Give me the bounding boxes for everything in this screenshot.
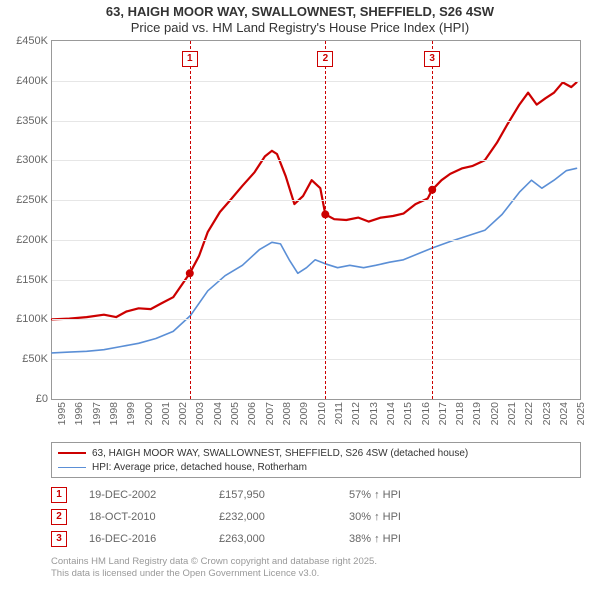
gridline [52, 200, 580, 201]
x-tick-label: 2016 [420, 402, 432, 425]
transaction-row: 2 18-OCT-2010 £232,000 30% ↑ HPI [51, 506, 581, 528]
x-tick-label: 1995 [56, 402, 68, 425]
gridline [52, 160, 580, 161]
x-tick-label: 2007 [264, 402, 276, 425]
y-tick-label: £200K [0, 234, 48, 246]
transactions-table: 1 19-DEC-2002 £157,950 57% ↑ HPI 2 18-OC… [51, 484, 581, 550]
x-tick-label: 2001 [160, 402, 172, 425]
x-tick-label: 2023 [541, 402, 553, 425]
legend-label-property: 63, HAIGH MOOR WAY, SWALLOWNEST, SHEFFIE… [92, 448, 468, 459]
marker-badge-1: 1 [182, 51, 198, 67]
legend-swatch-hpi [58, 467, 86, 468]
y-tick-label: £350K [0, 115, 48, 127]
footer-line2: This data is licensed under the Open Gov… [51, 568, 581, 580]
x-tick-label: 2002 [177, 402, 189, 425]
transaction-row: 1 19-DEC-2002 £157,950 57% ↑ HPI [51, 484, 581, 506]
transaction-date: 18-OCT-2010 [89, 511, 219, 523]
x-tick-label: 2003 [194, 402, 206, 425]
transaction-price: £232,000 [219, 511, 349, 523]
x-tick-label: 2017 [437, 402, 449, 425]
figure-container: 63, HAIGH MOOR WAY, SWALLOWNEST, SHEFFIE… [0, 0, 600, 590]
x-tick-label: 2015 [402, 402, 414, 425]
x-tick-label: 2022 [523, 402, 535, 425]
legend-label-hpi: HPI: Average price, detached house, Roth… [92, 462, 307, 473]
y-tick-label: £450K [0, 35, 48, 47]
x-tick-label: 2012 [350, 402, 362, 425]
transaction-row: 3 16-DEC-2016 £263,000 38% ↑ HPI [51, 528, 581, 550]
marker-badge-2: 2 [317, 51, 333, 67]
transaction-date: 19-DEC-2002 [89, 489, 219, 501]
y-tick-label: £150K [0, 274, 48, 286]
transaction-badge: 2 [51, 509, 67, 525]
legend-swatch-property [58, 452, 86, 454]
x-tick-label: 2018 [454, 402, 466, 425]
y-tick-label: £300K [0, 154, 48, 166]
marker-badge-3: 3 [424, 51, 440, 67]
x-tick-label: 2006 [246, 402, 258, 425]
transaction-badge: 3 [51, 531, 67, 547]
footer-attribution: Contains HM Land Registry data © Crown c… [51, 556, 581, 580]
marker-line-2 [325, 41, 326, 399]
transaction-price: £157,950 [219, 489, 349, 501]
transaction-badge: 1 [51, 487, 67, 503]
y-tick-label: £100K [0, 313, 48, 325]
x-tick-label: 2000 [143, 402, 155, 425]
chart-title-line1: 63, HAIGH MOOR WAY, SWALLOWNEST, SHEFFIE… [0, 4, 600, 20]
y-tick-label: £250K [0, 194, 48, 206]
x-tick-label: 2013 [368, 402, 380, 425]
x-tick-label: 2014 [385, 402, 397, 425]
transaction-date: 16-DEC-2016 [89, 533, 219, 545]
y-tick-label: £0 [0, 393, 48, 405]
x-tick-label: 1996 [73, 402, 85, 425]
x-tick-label: 2005 [229, 402, 241, 425]
x-tick-label: 2008 [281, 402, 293, 425]
x-tick-label: 2019 [471, 402, 483, 425]
x-tick-label: 1999 [125, 402, 137, 425]
x-tick-label: 2021 [506, 402, 518, 425]
x-tick-label: 2009 [298, 402, 310, 425]
x-tick-label: 1998 [108, 402, 120, 425]
gridline [52, 359, 580, 360]
plot-svg [52, 41, 580, 399]
x-tick-label: 2020 [489, 402, 501, 425]
gridline [52, 81, 580, 82]
plot-area: 1 2 3 [51, 40, 581, 400]
chart-title-block: 63, HAIGH MOOR WAY, SWALLOWNEST, SHEFFIE… [0, 4, 600, 35]
gridline [52, 319, 580, 320]
x-tick-label: 2011 [333, 402, 345, 425]
transaction-price: £263,000 [219, 533, 349, 545]
gridline [52, 280, 580, 281]
legend-item-property: 63, HAIGH MOOR WAY, SWALLOWNEST, SHEFFIE… [58, 446, 574, 460]
series-hpi [52, 168, 577, 353]
y-tick-label: £400K [0, 75, 48, 87]
x-tick-label: 2025 [575, 402, 587, 425]
x-tick-label: 2010 [316, 402, 328, 425]
marker-line-1 [190, 41, 191, 399]
x-tick-label: 1997 [91, 402, 103, 425]
gridline [52, 121, 580, 122]
transaction-delta: 38% ↑ HPI [349, 533, 581, 545]
transaction-delta: 57% ↑ HPI [349, 489, 581, 501]
y-tick-label: £50K [0, 353, 48, 365]
x-tick-label: 2004 [212, 402, 224, 425]
x-tick-label: 2024 [558, 402, 570, 425]
legend: 63, HAIGH MOOR WAY, SWALLOWNEST, SHEFFIE… [51, 442, 581, 478]
legend-item-hpi: HPI: Average price, detached house, Roth… [58, 460, 574, 474]
chart-title-line2: Price paid vs. HM Land Registry's House … [0, 20, 600, 36]
transaction-delta: 30% ↑ HPI [349, 511, 581, 523]
gridline [52, 240, 580, 241]
footer-line1: Contains HM Land Registry data © Crown c… [51, 556, 581, 568]
marker-line-3 [432, 41, 433, 399]
